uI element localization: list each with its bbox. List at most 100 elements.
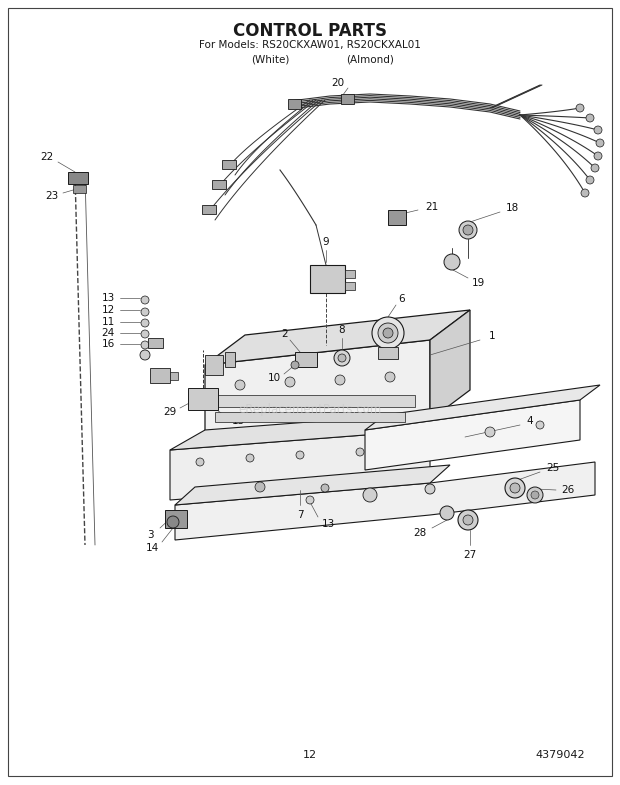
Text: 1: 1 xyxy=(489,331,495,341)
Circle shape xyxy=(505,478,525,498)
Circle shape xyxy=(536,421,544,429)
Text: (White): (White) xyxy=(251,55,289,65)
Bar xyxy=(288,99,301,109)
Circle shape xyxy=(196,458,204,466)
Circle shape xyxy=(440,506,454,520)
Bar xyxy=(345,282,355,290)
Polygon shape xyxy=(430,310,470,420)
Text: 20: 20 xyxy=(332,78,345,88)
Bar xyxy=(170,372,178,380)
Circle shape xyxy=(485,427,495,437)
Bar xyxy=(188,388,218,410)
Polygon shape xyxy=(205,310,470,365)
Circle shape xyxy=(306,496,314,504)
Circle shape xyxy=(591,164,599,172)
Text: 9: 9 xyxy=(322,237,329,247)
Text: 4: 4 xyxy=(526,416,533,426)
Text: 3: 3 xyxy=(147,530,153,540)
Bar xyxy=(222,160,236,169)
Circle shape xyxy=(334,350,350,366)
Text: 21: 21 xyxy=(425,202,438,212)
Circle shape xyxy=(383,328,393,338)
Circle shape xyxy=(141,308,149,316)
Polygon shape xyxy=(170,430,430,500)
Circle shape xyxy=(321,484,329,492)
Text: 13: 13 xyxy=(321,519,335,529)
Bar xyxy=(202,205,216,214)
Polygon shape xyxy=(175,465,450,505)
Circle shape xyxy=(594,126,602,134)
Text: 19: 19 xyxy=(471,278,485,288)
Circle shape xyxy=(141,330,149,338)
Text: 29: 29 xyxy=(164,407,177,417)
Circle shape xyxy=(335,375,345,385)
Circle shape xyxy=(581,189,589,197)
Text: 28: 28 xyxy=(414,528,427,538)
Circle shape xyxy=(285,377,295,387)
Text: 24: 24 xyxy=(102,328,115,338)
Text: CONTROL PARTS: CONTROL PARTS xyxy=(233,22,387,40)
Text: 4379042: 4379042 xyxy=(535,750,585,760)
Circle shape xyxy=(463,225,473,235)
Circle shape xyxy=(531,491,539,499)
Circle shape xyxy=(596,139,604,147)
Text: 22: 22 xyxy=(40,152,53,162)
Bar xyxy=(388,210,406,225)
Text: 10: 10 xyxy=(267,373,281,383)
Bar xyxy=(215,395,415,407)
Text: 8: 8 xyxy=(339,325,345,335)
Text: 27: 27 xyxy=(463,550,477,560)
Circle shape xyxy=(459,221,477,239)
Bar xyxy=(165,510,187,528)
Text: 2: 2 xyxy=(281,329,288,339)
Bar xyxy=(73,185,86,193)
Circle shape xyxy=(510,483,520,493)
Circle shape xyxy=(594,152,602,160)
Circle shape xyxy=(141,319,149,327)
Text: 16: 16 xyxy=(102,339,115,349)
Text: 13: 13 xyxy=(102,293,115,303)
Text: 25: 25 xyxy=(546,463,560,473)
Bar xyxy=(345,270,355,278)
Circle shape xyxy=(291,361,299,369)
Text: 23: 23 xyxy=(45,191,59,201)
Text: 12: 12 xyxy=(102,305,115,315)
Circle shape xyxy=(167,516,179,528)
Bar xyxy=(150,368,170,383)
Circle shape xyxy=(576,104,584,112)
Text: For Models: RS20CKXAW01, RS20CKXAL01: For Models: RS20CKXAW01, RS20CKXAL01 xyxy=(199,40,421,50)
Bar xyxy=(212,180,226,189)
Text: 15: 15 xyxy=(231,416,245,426)
Circle shape xyxy=(378,323,398,343)
Circle shape xyxy=(586,176,594,184)
Bar xyxy=(215,412,405,422)
Circle shape xyxy=(444,254,460,270)
Polygon shape xyxy=(205,340,430,445)
Circle shape xyxy=(463,515,473,525)
Circle shape xyxy=(385,372,395,382)
Polygon shape xyxy=(365,400,580,470)
Text: 6: 6 xyxy=(399,294,405,304)
Bar xyxy=(148,338,163,348)
Circle shape xyxy=(140,350,150,360)
Circle shape xyxy=(425,484,435,494)
Circle shape xyxy=(586,114,594,122)
Text: 18: 18 xyxy=(505,203,518,213)
Text: (Almond): (Almond) xyxy=(346,55,394,65)
Bar xyxy=(205,355,223,375)
Polygon shape xyxy=(365,385,600,430)
Circle shape xyxy=(141,296,149,304)
Bar xyxy=(310,265,345,293)
Bar xyxy=(225,352,235,367)
Text: 11: 11 xyxy=(102,317,115,327)
Text: 12: 12 xyxy=(303,750,317,760)
Circle shape xyxy=(141,341,149,349)
Circle shape xyxy=(372,317,404,349)
Circle shape xyxy=(338,354,346,362)
Circle shape xyxy=(363,488,377,502)
Circle shape xyxy=(527,487,543,503)
Text: 26: 26 xyxy=(561,485,575,495)
Polygon shape xyxy=(175,462,595,540)
Bar xyxy=(295,352,317,367)
Circle shape xyxy=(235,380,245,390)
